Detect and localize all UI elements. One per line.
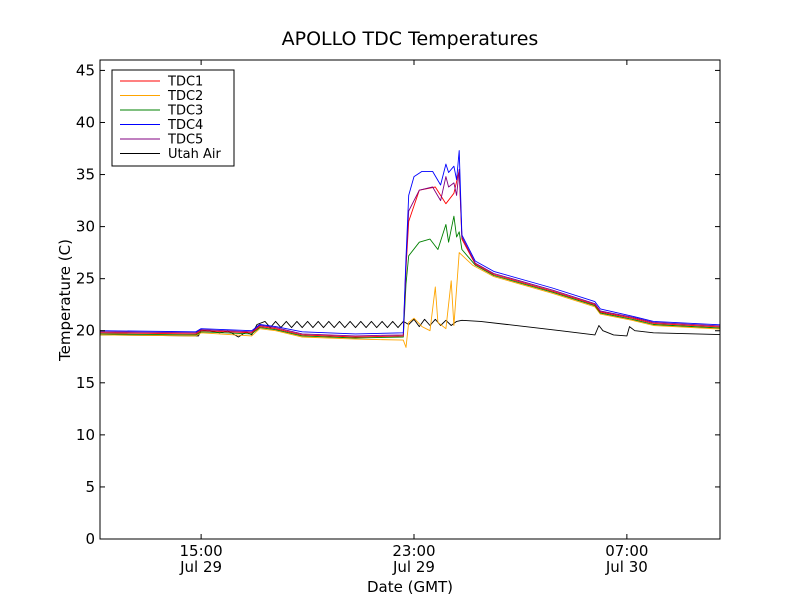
legend-label-tdc3: TDC3 [167,104,203,119]
y-tick-label: 40 [76,113,95,131]
y-axis: 0 5 10 15 20 25 30 35 40 45 [76,61,720,548]
y-tick-label: 25 [76,270,95,288]
plot-lines [100,150,720,348]
chart-title: APOLLO TDC Temperatures [282,28,539,50]
y-tick-label: 0 [85,530,95,548]
x-tick-date: Jul 30 [605,558,648,576]
series-line-tdc1 [100,169,720,338]
y-axis-label: Temperature (C) [56,239,74,362]
y-tick-label: 45 [76,61,95,79]
y-tick-label: 30 [76,218,95,236]
y-tick-label: 20 [76,322,95,340]
y-tick-label: 10 [76,426,95,444]
series-line-tdc5 [100,168,720,337]
x-tick-date: Jul 29 [179,558,222,576]
plot-frame [99,59,721,540]
x-tick-time: 07:00 [605,542,648,560]
x-tick-time: 23:00 [392,542,435,560]
series-line-tdc2 [100,252,720,348]
legend-frame [111,69,235,167]
legend-label-tdc2: TDC2 [167,89,203,104]
x-tick-time: 15:00 [179,542,222,560]
series-line-utah-air [100,318,720,338]
y-tick-label: 5 [85,478,95,496]
series-group [100,150,720,348]
legend-label-tdc5: TDC5 [167,133,203,148]
series-line-tdc3 [100,215,720,339]
series-line-tdc4 [100,150,720,335]
legend-label-tdc1: TDC1 [167,75,203,90]
y-tick-label: 15 [76,374,95,392]
x-axis-label: Date (GMT) [367,578,453,596]
legend-label-utah-air: Utah Air [168,147,221,162]
legend-label-tdc4: TDC4 [167,118,203,133]
x-tick-date: Jul 29 [392,558,435,576]
y-tick-label: 35 [76,166,95,184]
